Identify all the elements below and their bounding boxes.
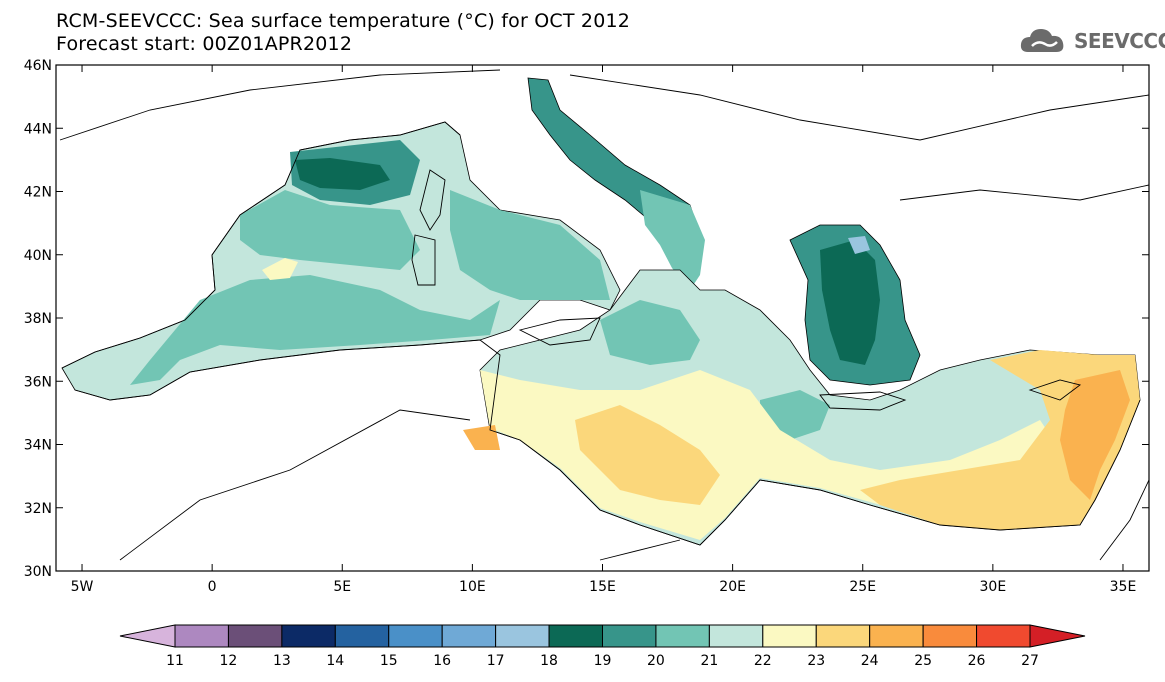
colorbar-swatch [708, 624, 764, 648]
colorbar-label: 18 [540, 653, 558, 669]
colorbar-swatch [602, 624, 657, 648]
colorbar-label: 16 [433, 653, 451, 669]
colorbar-label: 14 [326, 653, 344, 669]
colorbar-label: 25 [914, 653, 932, 669]
lon-tick-label: 25E [849, 579, 876, 595]
longitude-axis: 5W 0 5E 10E 15E 20E 25E 30E 35E [71, 65, 1137, 595]
sea-ionian-green [600, 300, 700, 365]
lat-tick-label: 40N [24, 248, 52, 264]
sea-algerian-warm [130, 275, 500, 385]
colorbar-swatch [548, 624, 603, 648]
colorbar-swatch [815, 624, 871, 648]
lat-tick-label: 34N [24, 438, 52, 454]
colorbar-label: 27 [1021, 653, 1039, 669]
sea-sidra-warm [575, 405, 720, 505]
lat-tick-label: 30N [24, 564, 52, 580]
sea-levantine-warmest [1060, 370, 1130, 500]
colorbar-label: 17 [487, 653, 505, 669]
lon-tick-label: 10E [459, 579, 486, 595]
colorbar-label: 12 [220, 653, 238, 669]
colorbar-label: 26 [968, 653, 986, 669]
lon-tick-label: 35E [1110, 579, 1137, 595]
colorbar-swatch [495, 624, 550, 648]
lon-tick-label: 20E [719, 579, 746, 595]
colorbar-swatch [388, 624, 443, 648]
sea-adriatic-south [640, 190, 705, 290]
lat-tick-label: 36N [24, 374, 52, 390]
colorbar-label: 23 [807, 653, 825, 669]
colorbar-swatch [441, 624, 497, 648]
sea-aegean-cold [820, 240, 880, 365]
lon-tick-label: 15E [589, 579, 616, 595]
sea-gabes-warm [463, 425, 500, 450]
colorbar-swatch [174, 624, 229, 648]
sea-tyrrhenian [450, 190, 610, 300]
colorbar-swatch [227, 624, 283, 648]
colorbar-swatch [334, 624, 390, 648]
forecast-start-subtitle: Forecast start: 00Z01APR2012 [56, 33, 353, 55]
colorbar-label: 11 [166, 653, 184, 669]
coastlines [59, 69, 1149, 561]
colorbar-swatch [922, 624, 978, 648]
lon-tick-label: 0 [208, 579, 217, 595]
sea-ligurian [240, 190, 420, 270]
lon-tick-label: 30E [980, 579, 1007, 595]
logo-text: SEEVCCC [1074, 29, 1165, 53]
latitude-axis: 46N 44N 42N 40N 38N 36N 34N 32N 30N [24, 58, 1149, 580]
sea-aegean-coldest [848, 236, 870, 254]
lat-tick-label: 46N [24, 58, 52, 74]
lat-tick-label: 44N [24, 121, 52, 137]
colorbar-swatch [869, 624, 924, 648]
colorbar-swatch [655, 624, 710, 648]
colorbar-low-arrow [119, 624, 176, 648]
sea-balearic-warm [262, 258, 298, 280]
colorbar-high-arrow [1029, 624, 1086, 648]
sst-field [61, 77, 1141, 546]
lon-tick-label: 5E [333, 579, 351, 595]
colorbar-swatch [976, 624, 1031, 648]
colorbar-swatch [762, 624, 817, 648]
colorbar-label: 20 [647, 653, 665, 669]
lat-tick-label: 38N [24, 311, 52, 327]
lon-tick-label: 5W [71, 579, 94, 595]
sea-gulf-of-lion-cold [295, 158, 390, 190]
lat-tick-label: 32N [24, 501, 52, 517]
colorbar-label: 22 [754, 653, 772, 669]
seevccc-logo: SEEVCCC [1018, 24, 1165, 58]
cloud-icon [1020, 29, 1064, 52]
colorbar-swatch [281, 624, 336, 648]
map-title: RCM-SEEVCCC: Sea surface temperature (°C… [56, 10, 631, 32]
colorbar: 11 12 13 14 15 16 17 18 19 20 21 22 23 24 25 26 27 [119, 624, 1086, 669]
colorbar-label: 21 [700, 653, 718, 669]
colorbar-label: 19 [594, 653, 612, 669]
colorbar-label: 15 [380, 653, 398, 669]
lat-tick-label: 42N [24, 185, 52, 201]
colorbar-label: 24 [861, 653, 879, 669]
colorbar-label: 13 [273, 653, 291, 669]
